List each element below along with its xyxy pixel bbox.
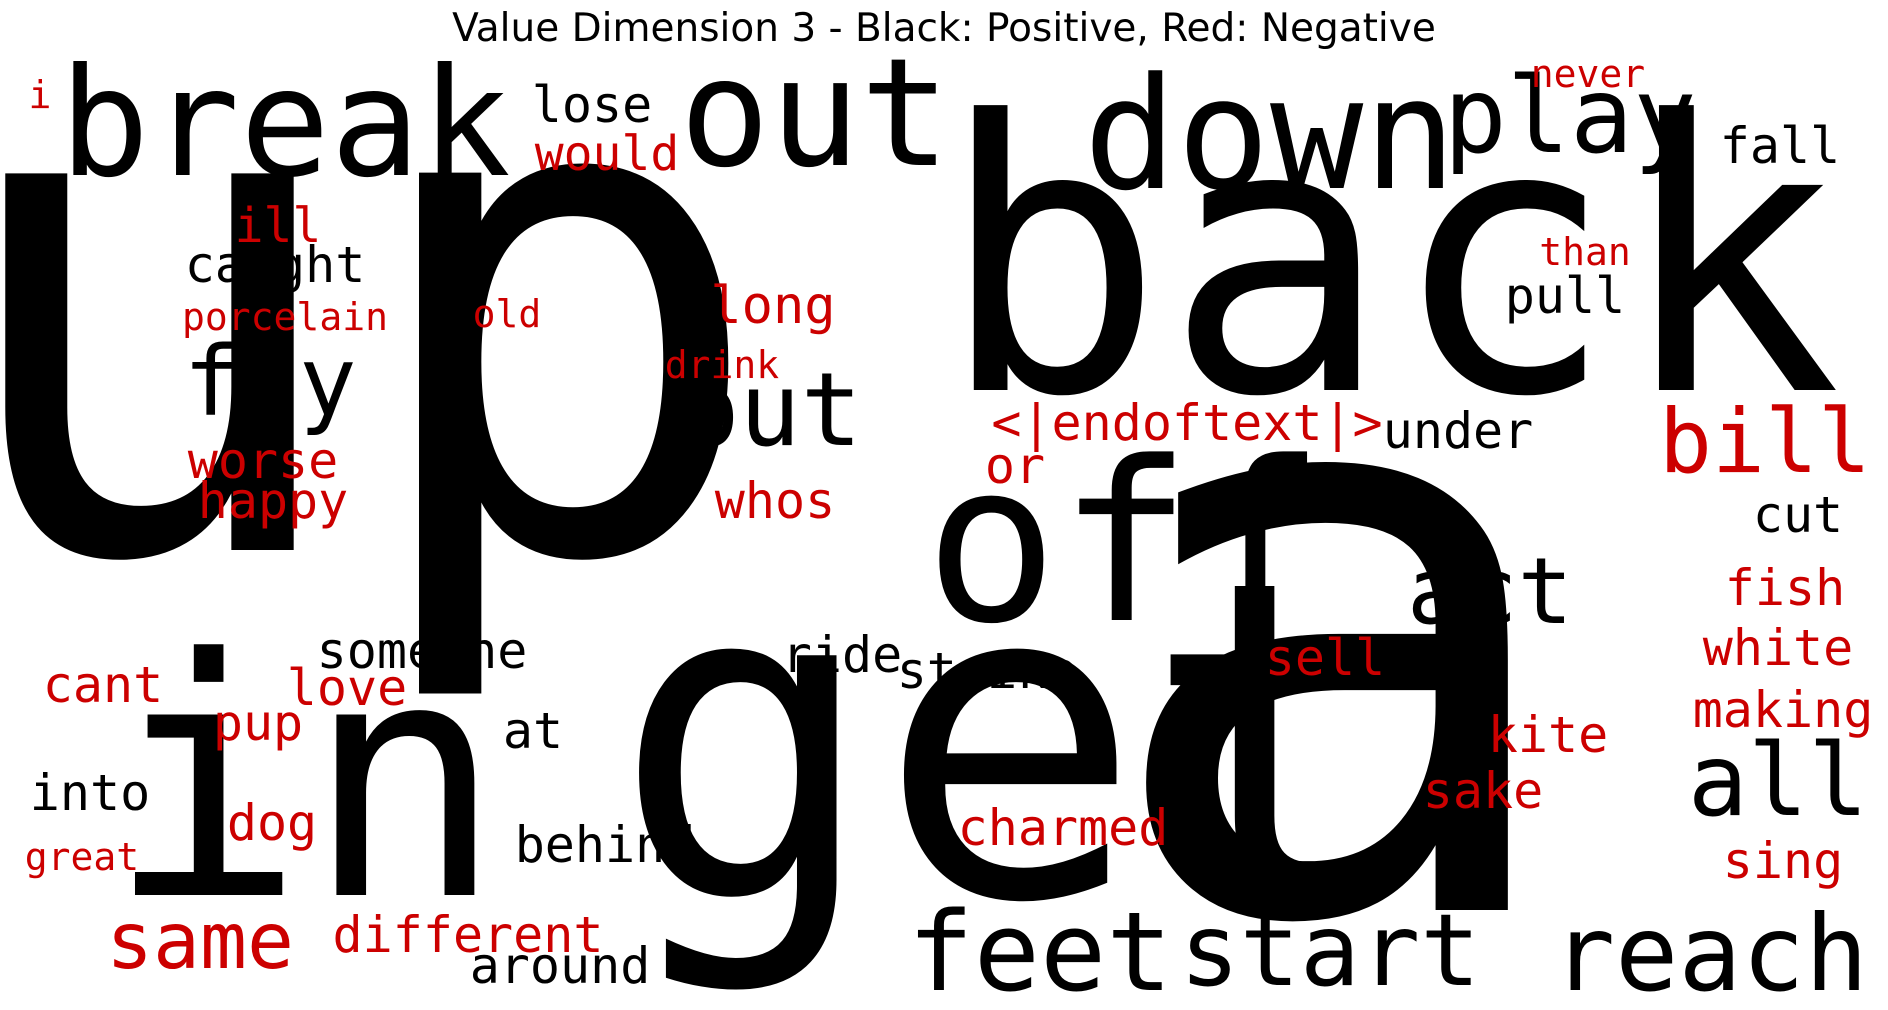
word-bill: bill bbox=[1659, 390, 1871, 493]
word-different: different bbox=[333, 906, 604, 964]
word-long: long bbox=[710, 276, 835, 336]
word-ride: ride bbox=[782, 626, 902, 684]
word-happy: happy bbox=[198, 472, 349, 530]
word-strike: strike bbox=[897, 642, 1078, 700]
word-break: break bbox=[59, 37, 511, 211]
figure-title: Value Dimension 3 - Black: Positive, Red… bbox=[452, 6, 1436, 51]
word-i: i bbox=[29, 73, 52, 117]
word-in: in bbox=[106, 589, 503, 973]
word-a: a bbox=[1094, 167, 1576, 1010]
word-caught: caught bbox=[185, 236, 366, 294]
word-off: off bbox=[925, 415, 1326, 673]
word-into: into bbox=[30, 764, 150, 822]
word-behind: behind bbox=[515, 816, 696, 874]
word-at: at bbox=[503, 702, 563, 760]
word-or: or bbox=[985, 437, 1045, 495]
word-start: start bbox=[1179, 892, 1480, 1009]
word-back: back bbox=[938, 43, 1841, 479]
word-dog: dog bbox=[227, 794, 317, 852]
word-someone: someone bbox=[317, 622, 528, 680]
word-than: than bbox=[1539, 230, 1631, 274]
word-get: get bbox=[613, 487, 1408, 999]
word-sing: sing bbox=[1723, 832, 1843, 890]
word-lose: lose bbox=[532, 76, 652, 134]
word-reach: reach bbox=[1552, 893, 1868, 1010]
word-under: under bbox=[1383, 402, 1534, 460]
word-fish: fish bbox=[1725, 559, 1845, 617]
word-charmed: charmed bbox=[958, 799, 1169, 857]
word-porcelain: porcelain bbox=[182, 295, 388, 339]
word-same: same bbox=[106, 897, 294, 987]
word-great: great bbox=[25, 835, 139, 879]
word-sell: sell bbox=[1265, 629, 1385, 687]
word-endoftext: <|endoftext|> bbox=[991, 394, 1382, 452]
word-around: around bbox=[470, 937, 651, 995]
word-ill: ill bbox=[235, 198, 322, 254]
word-making: making bbox=[1693, 681, 1874, 739]
word-cant: cant bbox=[43, 656, 163, 714]
word-white: white bbox=[1703, 619, 1854, 677]
word-act: act bbox=[1407, 538, 1573, 645]
word-down: down bbox=[1083, 44, 1456, 225]
word-cut: cut bbox=[1753, 486, 1843, 544]
word-fall: fall bbox=[1720, 117, 1840, 175]
word-love: love bbox=[287, 659, 407, 717]
word-play: play bbox=[1444, 55, 1697, 177]
word-fly: fly bbox=[183, 326, 356, 438]
word-out: out bbox=[680, 27, 951, 201]
word-never: never bbox=[1531, 52, 1645, 96]
word-pup: pup bbox=[213, 694, 303, 752]
word-put: put bbox=[678, 351, 862, 470]
word-up: up bbox=[0, 0, 770, 713]
word-would: would bbox=[535, 126, 680, 182]
word-sake: sake bbox=[1423, 762, 1543, 820]
word-drink: drink bbox=[665, 343, 780, 387]
word-all: all bbox=[1688, 722, 1869, 839]
word-pull: pull bbox=[1505, 267, 1625, 325]
word-feet: feet bbox=[908, 888, 1173, 1010]
word-kite: kite bbox=[1488, 706, 1608, 764]
word-old: old bbox=[473, 292, 542, 336]
word-whos: whos bbox=[715, 472, 835, 530]
word-worse: worse bbox=[188, 432, 339, 490]
